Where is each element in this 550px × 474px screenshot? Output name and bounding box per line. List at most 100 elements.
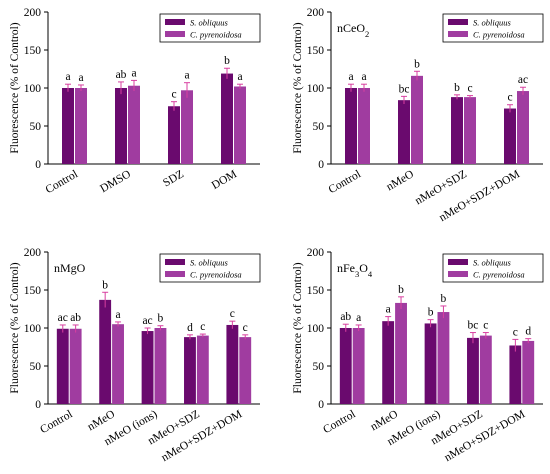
significance-letter: a — [386, 304, 391, 316]
y-tick-label: 100 — [307, 83, 325, 95]
legend-entry: C. pyrenoidosa — [473, 270, 525, 280]
y-tick-label: 100 — [24, 323, 42, 335]
significance-letter: c — [507, 92, 512, 104]
significance-letter: a — [184, 70, 189, 82]
x-tick-label: Control — [38, 408, 74, 436]
legend-entry: S. obliquus — [473, 18, 511, 28]
bar — [115, 88, 127, 164]
significance-letter: a — [237, 71, 242, 83]
bar — [517, 91, 529, 164]
y-tick-label: 0 — [318, 159, 324, 171]
panel-title-subscript: 2 — [365, 29, 369, 39]
legend-box — [159, 253, 261, 283]
bar — [424, 323, 437, 404]
y-axis-label: Fluorescence (% of Control) — [9, 22, 21, 153]
legend: S. obliquus C. pyrenoidosa — [159, 13, 261, 43]
panel-title-subscript: 4 — [368, 269, 373, 279]
significance-letter: b — [441, 293, 447, 305]
significance-letter: ac — [142, 315, 152, 327]
bar — [62, 88, 74, 164]
x-tick-label: DMSO — [98, 168, 133, 195]
legend-entry: C. pyrenoidosa — [190, 30, 242, 40]
significance-letter: c — [171, 89, 176, 101]
significance-letter: b — [158, 313, 164, 325]
significance-letter: c — [243, 322, 248, 334]
y-tick-label: 200 — [307, 7, 325, 19]
significance-letter: ac — [518, 74, 528, 86]
significance-letter: a — [115, 309, 120, 321]
panel-title: nMgO — [54, 261, 86, 275]
bar — [398, 100, 410, 164]
y-tick-label: 200 — [307, 247, 325, 259]
legend-swatch — [448, 31, 468, 37]
y-axis-label: Fluorescence (% of Control) — [9, 262, 21, 393]
y-tick-label: 50 — [30, 121, 42, 133]
bar — [168, 106, 180, 164]
legend-box — [159, 13, 261, 43]
bar — [437, 312, 450, 404]
y-tick-label: 100 — [24, 83, 42, 95]
bar — [522, 340, 535, 404]
bar — [221, 73, 233, 164]
panel-title-main: nCeO — [337, 21, 365, 35]
legend-swatch — [165, 19, 185, 25]
x-tick-label: nMeO+SDZ+DOM — [160, 408, 245, 464]
significance-letter: c — [513, 326, 518, 338]
y-tick-label: 200 — [24, 247, 42, 259]
panel-title-subscript: 3 — [355, 269, 359, 279]
x-tick-label: Control — [321, 408, 357, 436]
legend: S. obliquus C. pyrenoidosa — [159, 253, 261, 283]
significance-letter: d — [187, 322, 193, 334]
bar — [141, 331, 154, 404]
y-tick-label: 100 — [307, 323, 325, 335]
bar — [395, 302, 407, 404]
bar — [382, 321, 395, 404]
bar — [75, 88, 87, 164]
bar — [181, 90, 193, 164]
bar — [411, 75, 423, 164]
x-tick-label: nMeO — [385, 168, 416, 193]
bar — [226, 324, 239, 404]
panel-title-main: nFe — [337, 261, 355, 275]
legend-swatch — [165, 271, 185, 277]
y-axis-label: Fluorescence (% of Control) — [292, 22, 304, 153]
legend-entry: S. obliquus — [190, 18, 228, 28]
significance-letter: ab — [70, 312, 81, 324]
significance-letter: a — [131, 67, 136, 79]
legend-swatch — [448, 271, 468, 277]
bar — [509, 345, 522, 404]
legend-swatch — [448, 259, 468, 265]
bar — [339, 328, 352, 404]
legend-swatch — [448, 19, 468, 25]
bar — [69, 328, 82, 404]
legend-swatch — [165, 259, 185, 265]
significance-letter: a — [361, 71, 366, 83]
legend-entry: S. obliquus — [190, 258, 228, 268]
bar — [451, 97, 463, 164]
x-tick-label: nMeO — [86, 408, 117, 433]
x-tick-label: nMeO — [369, 408, 400, 433]
significance-letter: a — [65, 71, 70, 83]
y-tick-label: 0 — [35, 399, 41, 411]
significance-letter: b — [224, 55, 230, 67]
legend-entry: C. pyrenoidosa — [190, 270, 242, 280]
bar — [352, 328, 365, 404]
panel-title: nCeO2 — [337, 21, 369, 39]
bar — [358, 88, 370, 164]
x-tick-label: SDZ — [161, 168, 186, 189]
significance-letter: a — [348, 71, 353, 83]
y-axis-label: Fluorescence (% of Control) — [292, 262, 304, 393]
y-tick-label: 50 — [30, 361, 42, 373]
bar — [128, 85, 140, 164]
legend: S. obliquus C. pyrenoidosa — [442, 253, 544, 283]
significance-letter: ab — [340, 311, 351, 323]
legend-entry: C. pyrenoidosa — [473, 30, 525, 40]
y-tick-label: 50 — [313, 361, 325, 373]
significance-letter: b — [414, 58, 420, 70]
y-tick-label: 0 — [35, 159, 41, 171]
y-tick-label: 150 — [24, 285, 42, 297]
x-tick-label: nMeO+SDZ+DOM — [443, 408, 528, 464]
